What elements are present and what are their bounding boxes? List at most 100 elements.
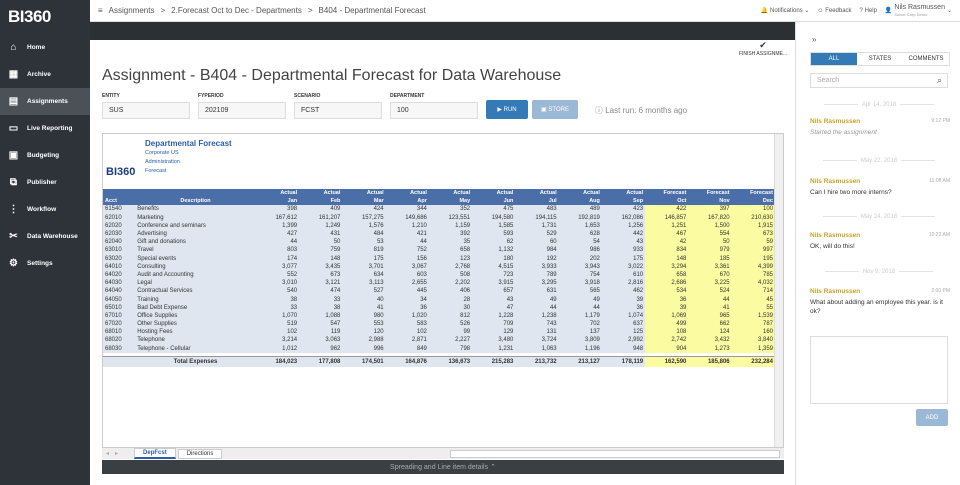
value-cell[interactable]: 55 (731, 303, 775, 312)
spreading-details-toggle[interactable]: Spreading and Line item details ⌃ (102, 460, 784, 474)
value-cell: 33 (255, 303, 300, 312)
department-field[interactable]: 100 (390, 102, 478, 119)
value-cell: 996 (342, 344, 386, 353)
value-cell[interactable]: 1,915 (731, 221, 775, 230)
value-cell[interactable]: 41 (688, 303, 732, 312)
value-cell: 3,010 (255, 279, 300, 288)
value-cell[interactable]: 1,539 (731, 311, 775, 320)
value-cell[interactable]: 124 (688, 328, 732, 337)
description-cell: Telephone (135, 336, 256, 345)
value-cell[interactable]: 100 (731, 205, 775, 214)
value-cell[interactable]: 714 (731, 287, 775, 296)
value-cell[interactable]: 42 (645, 238, 689, 247)
help-link[interactable]: ? Help (859, 7, 877, 14)
feedback-link[interactable]: ☺ Feedback (817, 7, 852, 14)
sidebar-item-assignments[interactable]: ▤ Assignments (0, 88, 90, 115)
value-cell[interactable]: 534 (645, 287, 689, 296)
value-cell[interactable]: 965 (688, 311, 732, 320)
user-menu[interactable]: 👤 Nils Rasmussen Solver Corp Demo ⌄ (885, 4, 952, 18)
value-cell[interactable]: 3,225 (688, 279, 732, 288)
horizontal-scrollbar[interactable] (450, 449, 780, 458)
value-cell[interactable]: 1,273 (688, 344, 732, 353)
entity-field[interactable]: SUS (102, 102, 190, 119)
value-cell[interactable]: 979 (688, 246, 732, 255)
tab-comments[interactable]: COMMENTS (908, 56, 944, 62)
fyperiod-field[interactable]: 202109 (198, 102, 286, 119)
tab-nav-next-icon[interactable]: ▸ (115, 451, 119, 457)
value-cell[interactable]: 44 (688, 295, 732, 304)
value-cell[interactable]: 1,359 (731, 344, 775, 353)
value-cell[interactable]: 4,399 (731, 262, 775, 271)
breadcrumb-assignments[interactable]: Assignments (108, 6, 155, 15)
value-cell[interactable]: 2,686 (645, 279, 689, 288)
value-cell[interactable]: 662 (688, 320, 732, 329)
value-cell[interactable]: 195 (731, 254, 775, 263)
value-cell[interactable]: 997 (731, 246, 775, 255)
sidebar-item-home[interactable]: ⌂ Home (0, 34, 90, 61)
vertical-scrollbar[interactable] (774, 134, 783, 452)
value-cell[interactable]: 2,742 (645, 336, 689, 345)
value-cell[interactable]: 787 (731, 320, 775, 329)
spreadsheet[interactable]: BI360 Departmental Forecast Corporate US… (102, 133, 784, 453)
value-cell[interactable]: 904 (645, 344, 689, 353)
value-cell[interactable]: 3,432 (688, 336, 732, 345)
sidebar-item-publisher[interactable]: ⧉ Publisher (9, 177, 57, 188)
tab-directions[interactable]: Directions (177, 448, 223, 459)
value-cell[interactable]: 148 (645, 254, 689, 263)
sidebar-item-settings[interactable]: ⚙ Settings (9, 258, 53, 269)
value-cell[interactable]: 36 (645, 295, 689, 304)
value-cell[interactable]: 467 (645, 229, 689, 239)
value-cell[interactable]: 554 (688, 229, 732, 239)
sidebar-item-workflow[interactable]: ⋮ Workflow (8, 204, 57, 215)
value-cell[interactable]: 1,500 (688, 221, 732, 230)
value-cell[interactable]: 167,820 (688, 213, 732, 222)
notifications-menu[interactable]: 🔔 Notifications ⌄ (760, 8, 810, 14)
value-cell[interactable]: 658 (645, 270, 689, 280)
value-cell[interactable]: 45 (731, 295, 775, 304)
tab-nav-prev-icon[interactable]: ◂ (106, 451, 110, 457)
sidebar-item-archive[interactable]: ▦ Archive (8, 69, 51, 80)
value-cell[interactable]: 499 (645, 320, 689, 329)
value-cell[interactable]: 39 (645, 303, 689, 312)
value-cell[interactable]: 673 (731, 229, 775, 239)
value-cell[interactable]: 59 (731, 238, 775, 247)
scenario-field[interactable]: FCST (294, 102, 382, 119)
tab-states[interactable]: STATES (868, 56, 892, 62)
add-comment-button[interactable]: ADD (916, 409, 948, 426)
value-cell[interactable]: 785 (731, 270, 775, 280)
sidebar-item-data-warehouse[interactable]: ✂ Data Warehouse (9, 231, 78, 242)
value-cell[interactable]: 834 (645, 246, 689, 255)
menu-icon[interactable]: ≡ (98, 6, 103, 15)
breadcrumb-forecast[interactable]: 2.Forecast Oct to Dec - Departments (171, 6, 302, 15)
value-cell[interactable]: 108 (645, 328, 689, 337)
value-cell[interactable]: 146,857 (645, 213, 689, 222)
value-cell[interactable]: 397 (688, 205, 732, 214)
value-cell[interactable]: 3,361 (688, 262, 732, 271)
app-logo[interactable]: BI360 (8, 7, 51, 26)
value-cell[interactable]: 670 (688, 270, 732, 280)
tab-depfcst[interactable]: DepFcst (134, 448, 176, 459)
value-cell[interactable]: 524 (688, 287, 732, 296)
value-cell[interactable]: 50 (688, 238, 732, 247)
date-separator: Apr 14, 2018 (810, 102, 948, 108)
value-cell[interactable]: 160 (731, 328, 775, 337)
collapse-panel-icon[interactable]: » (812, 35, 817, 44)
run-button[interactable]: ▶ RUN (486, 100, 528, 119)
store-button[interactable]: ▣ STORE (532, 100, 578, 119)
value-cell[interactable]: 210,630 (731, 213, 775, 222)
value-cell[interactable]: 422 (645, 205, 689, 214)
finish-assignment-button[interactable]: ✔ FINISH ASSIGNME... (738, 40, 787, 57)
activity-search-input[interactable]: Search ⌕ (810, 73, 948, 88)
col-type-header: Actual (428, 189, 473, 198)
value-cell[interactable]: 3,840 (731, 336, 775, 345)
value-cell[interactable]: 4,032 (731, 279, 775, 288)
sidebar-item-live-reporting[interactable]: ▭ Live Reporting (8, 123, 73, 134)
value-cell[interactable]: 3,294 (645, 262, 689, 271)
sidebar-item-budgeting[interactable]: ▣ Budgeting (8, 150, 60, 161)
value-cell: 38 (299, 303, 343, 312)
value-cell[interactable]: 1,251 (645, 221, 689, 230)
tab-all[interactable]: ALL (811, 53, 857, 65)
value-cell[interactable]: 1,069 (645, 311, 689, 320)
value-cell[interactable]: 185 (688, 254, 732, 263)
comment-textarea[interactable] (810, 336, 948, 404)
